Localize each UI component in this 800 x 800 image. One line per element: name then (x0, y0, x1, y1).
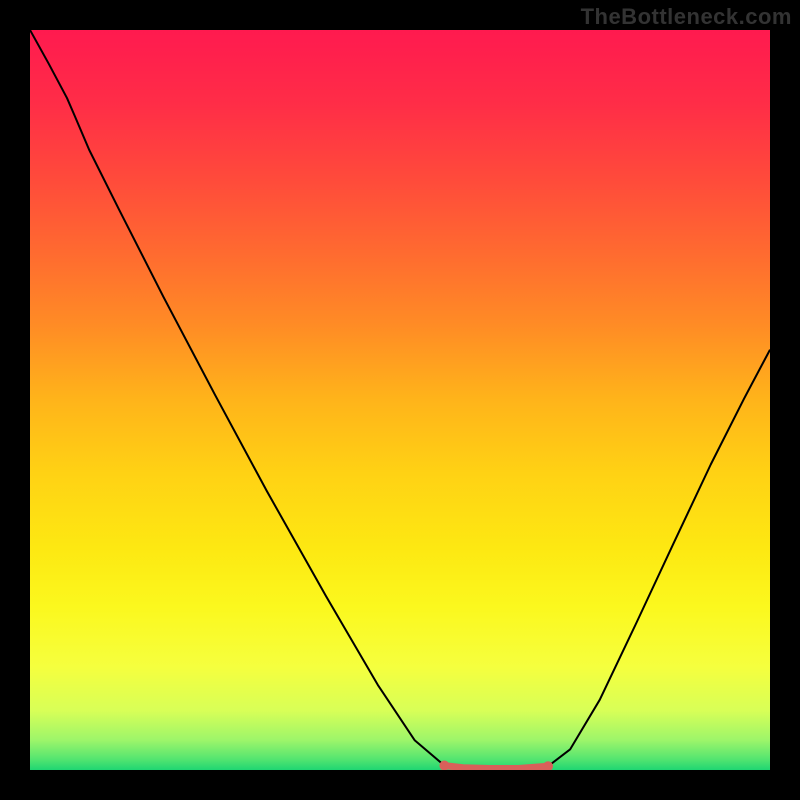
watermark-text: TheBottleneck.com (581, 4, 792, 30)
chart-frame: TheBottleneck.com (0, 0, 800, 800)
bottleneck-chart (30, 30, 770, 770)
optimal-range-segment (444, 766, 548, 769)
chart-background (30, 30, 770, 770)
